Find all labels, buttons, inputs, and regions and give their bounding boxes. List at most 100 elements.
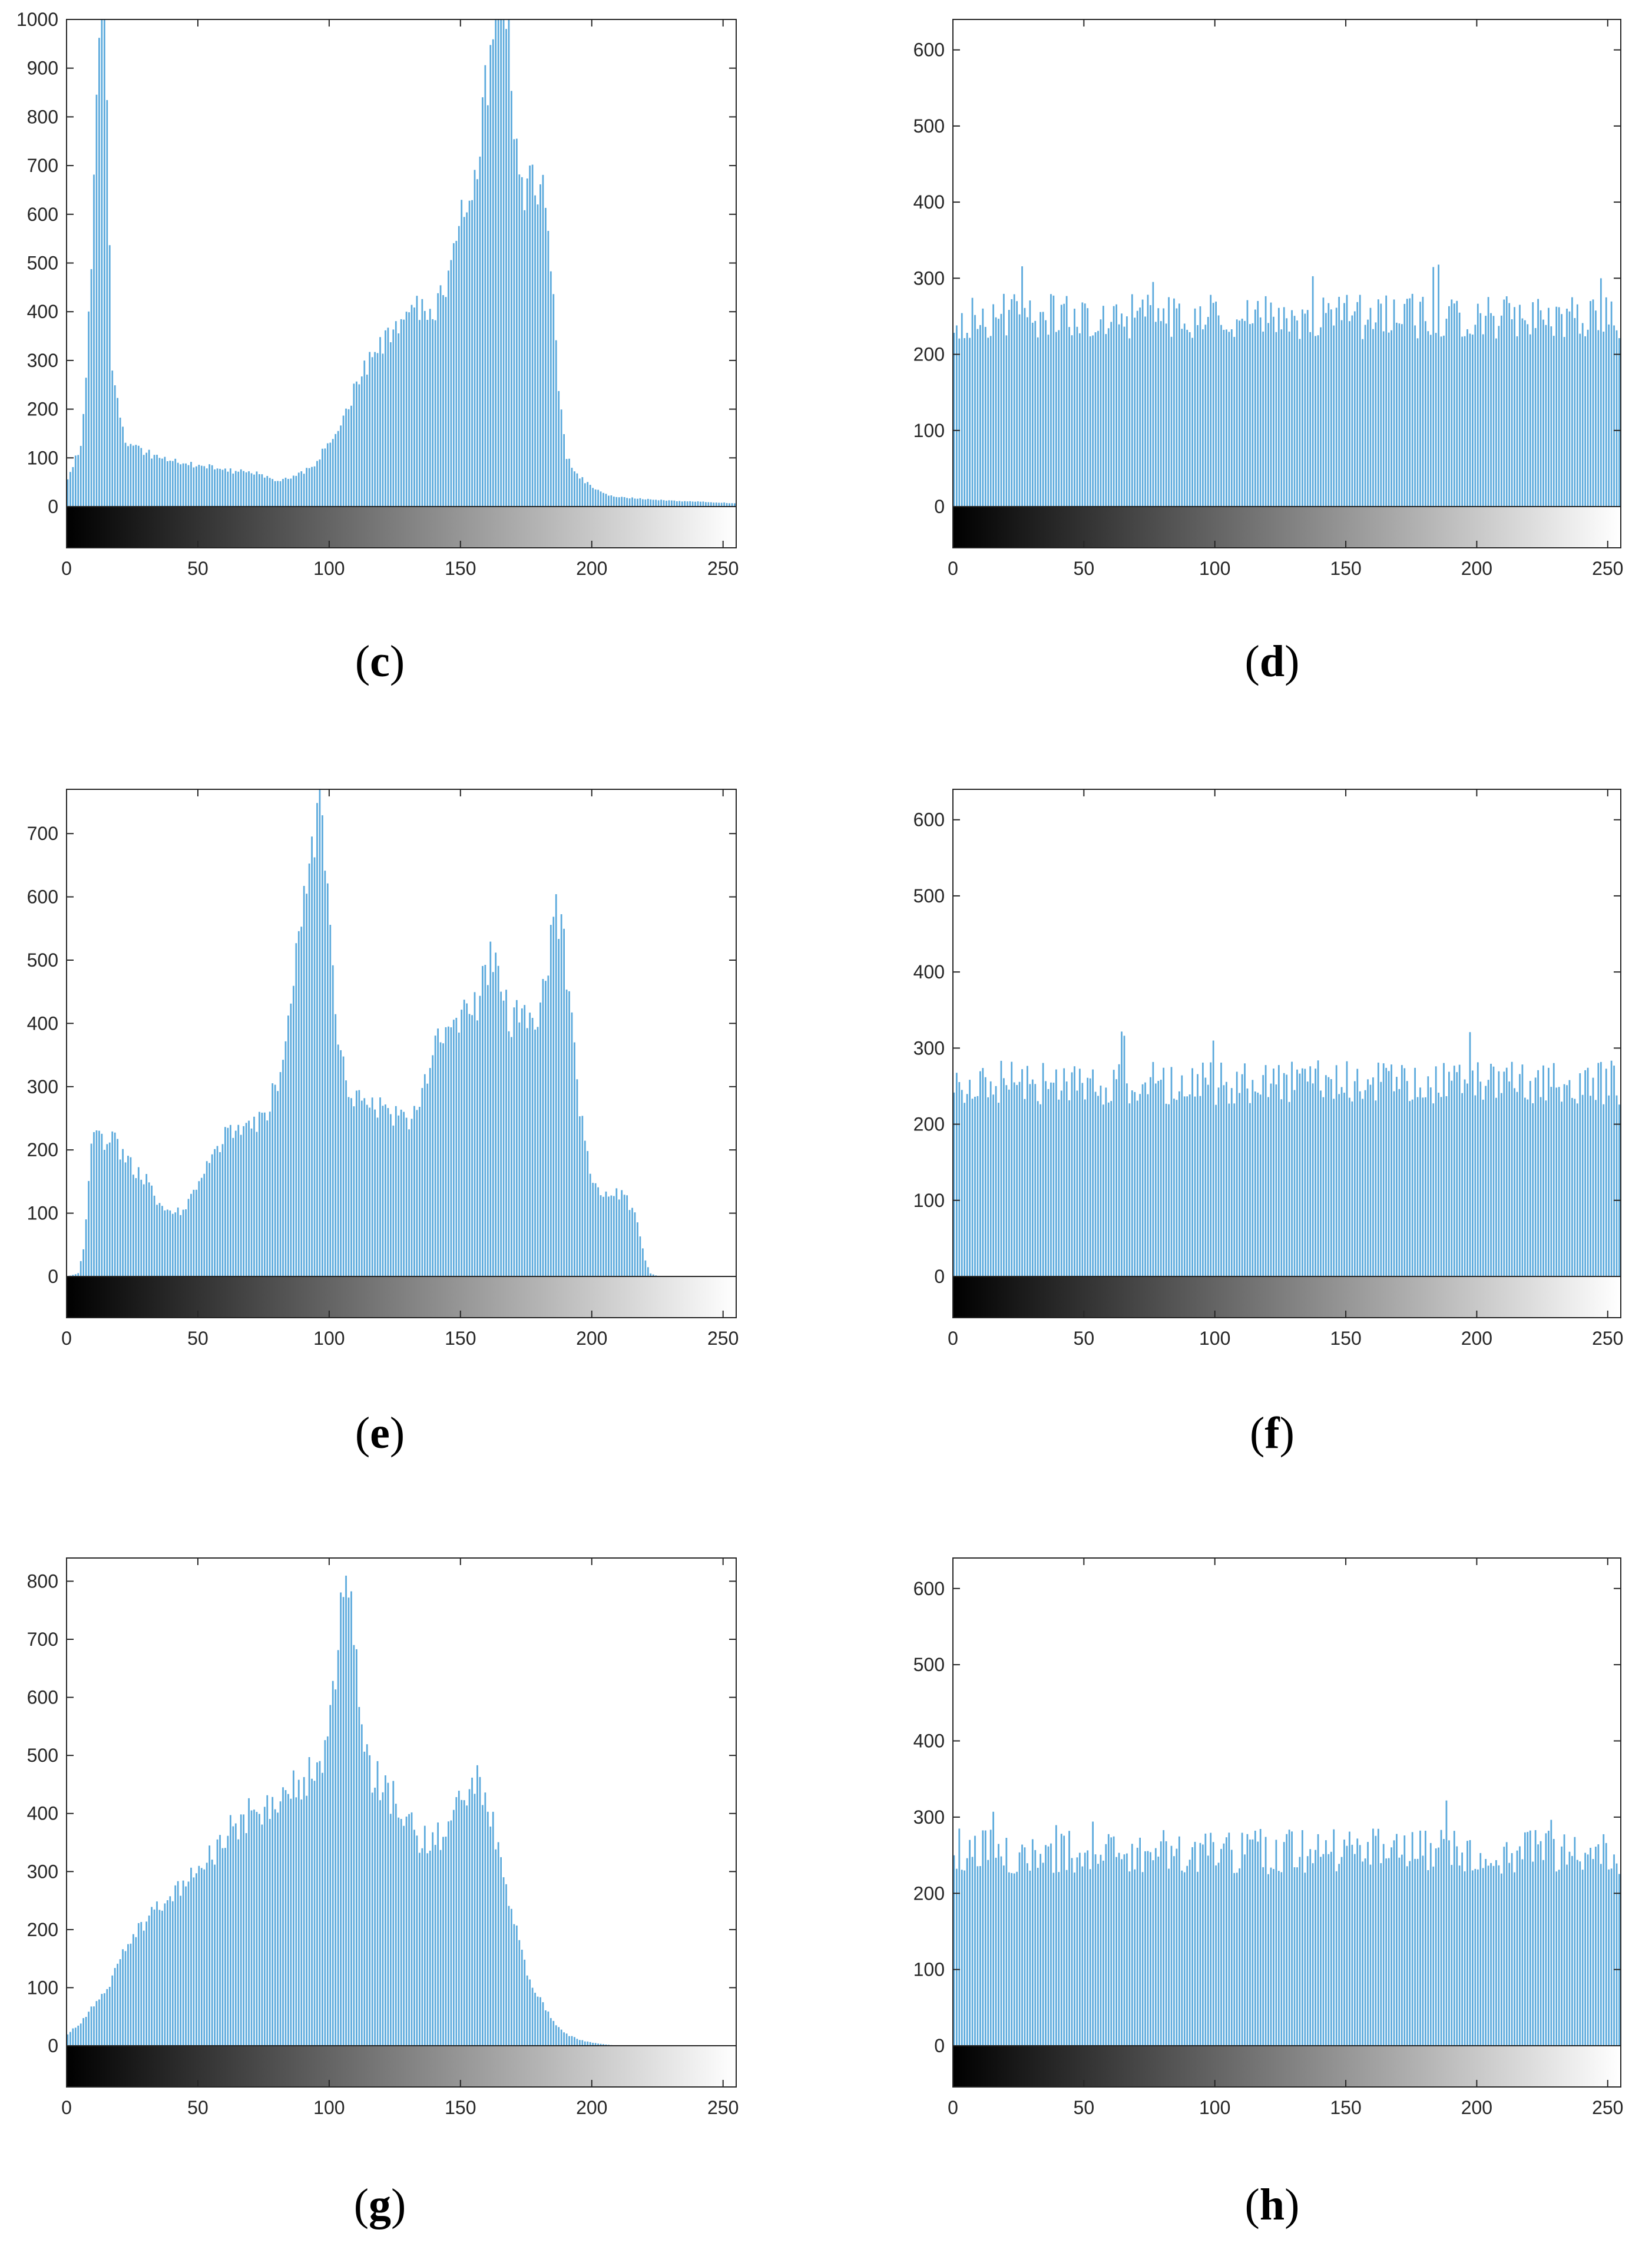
histogram-bar: [500, 1857, 502, 2046]
histogram-bar: [995, 317, 997, 507]
histogram-bar: [69, 2032, 71, 2046]
histogram-bar: [432, 1055, 434, 1276]
histogram-bar: [1532, 1861, 1534, 2046]
histogram-bar: [93, 2006, 95, 2046]
histogram-bar: [303, 474, 305, 507]
histogram-bar: [1230, 1088, 1233, 1276]
histogram-bar: [1600, 1061, 1602, 1276]
histogram-bar: [1126, 316, 1128, 507]
x-tick-label: 100: [313, 2097, 345, 2118]
histogram-bar: [1267, 1097, 1269, 1276]
histogram-bar: [579, 478, 581, 507]
histogram-bar: [579, 1116, 581, 1276]
histogram-bar: [266, 476, 269, 507]
histogram-bar: [1362, 1099, 1364, 1276]
histogram-bar: [237, 471, 240, 507]
histogram-bar: [1317, 1060, 1319, 1276]
y-tick-label: 0: [48, 1266, 58, 1287]
histogram-bar: [1065, 1081, 1068, 1276]
histogram-bar: [395, 1804, 397, 2046]
histogram-bar: [108, 1142, 111, 1276]
histogram-bar: [605, 1191, 607, 1276]
histogram-bar: [1524, 1097, 1526, 1276]
histogram-bar: [1406, 1866, 1408, 2046]
histogram-bar: [500, 19, 502, 507]
histogram-bar: [403, 319, 405, 507]
histogram-bar: [615, 1188, 618, 1276]
histogram-bar: [702, 501, 704, 507]
histogram-bar: [1422, 296, 1424, 507]
histogram-bar: [1610, 1060, 1613, 1276]
histogram-bar: [426, 1853, 429, 2046]
histogram-bar: [976, 329, 979, 507]
histogram-bar: [1487, 297, 1489, 507]
histogram-bar: [1230, 329, 1233, 507]
histogram-bar: [524, 1005, 526, 1276]
histogram-bar: [1252, 1080, 1254, 1276]
histogram-bar: [1398, 1089, 1401, 1276]
histogram-bar: [539, 1997, 541, 2046]
histogram-bar: [282, 1787, 284, 2046]
histogram-bar: [984, 326, 986, 507]
histogram-bar: [1600, 278, 1602, 507]
histogram-bar: [77, 2025, 80, 2046]
histogram-bar: [1277, 307, 1280, 507]
histogram-bar: [234, 1130, 237, 1276]
histogram-bar: [1267, 1874, 1269, 2046]
histogram-bar: [272, 479, 274, 507]
histogram-bar: [1306, 1081, 1309, 1276]
histogram-bar: [108, 245, 111, 507]
histogram-bar: [297, 931, 300, 1276]
histogram-bar: [495, 1849, 497, 2046]
histogram-bar: [1118, 1064, 1120, 1276]
histogram-bar: [313, 466, 316, 507]
y-tick-label: 300: [27, 1861, 58, 1882]
histogram-bar: [1141, 1872, 1144, 2046]
histogram-bar: [1456, 1072, 1458, 1276]
histogram-bar: [450, 1820, 452, 2046]
histogram-bar: [95, 2001, 98, 2046]
panel-label-close: ): [391, 2180, 406, 2230]
histogram-bar: [1469, 1032, 1471, 1276]
histogram-bar: [221, 1144, 224, 1276]
histogram-bar: [1597, 1063, 1600, 1276]
histogram-bars: [953, 264, 1620, 507]
histogram-bar: [731, 503, 733, 507]
y-tick-label: 600: [27, 887, 58, 908]
histogram-bar: [502, 1877, 505, 2046]
histogram-bar: [261, 1824, 263, 2046]
histogram-bar: [455, 1797, 458, 2046]
histogram-bar: [1202, 1062, 1204, 1276]
histogram-bar: [1335, 307, 1338, 507]
histogram-bar: [1490, 313, 1492, 507]
histogram-bar: [423, 1074, 426, 1276]
histogram-bar: [1527, 1832, 1529, 2046]
histogram-bar: [1608, 1095, 1610, 1276]
histogram-bar: [369, 352, 371, 507]
histogram-bars: [953, 1800, 1620, 2046]
histogram-bar: [171, 1901, 174, 2046]
histogram-bar: [1241, 318, 1243, 507]
histogram-bar: [1076, 326, 1078, 507]
histogram-bar: [114, 1968, 116, 2046]
histogram-bar: [524, 210, 526, 507]
histogram-bar: [332, 965, 334, 1276]
histogram-bar: [479, 1777, 481, 2046]
histogram-bar: [555, 894, 557, 1276]
histogram-bar: [1134, 1869, 1136, 2046]
histogram-bar: [1165, 1103, 1167, 1276]
histogram-bar: [592, 488, 594, 507]
histogram-bar: [1391, 330, 1392, 507]
histogram-bar: [715, 502, 717, 507]
histogram-bar: [1063, 1068, 1065, 1276]
histogram-bar: [387, 328, 389, 507]
histogram-bar: [1445, 319, 1448, 507]
axes-box: [952, 1557, 1621, 2088]
histogram-bar: [1419, 302, 1421, 507]
histogram-bar: [1479, 313, 1482, 507]
histogram-bar: [1435, 1848, 1437, 2046]
histogram-bar: [1016, 1084, 1018, 1276]
histogram-bar: [198, 1865, 200, 2046]
histogram-bar: [1568, 311, 1571, 507]
